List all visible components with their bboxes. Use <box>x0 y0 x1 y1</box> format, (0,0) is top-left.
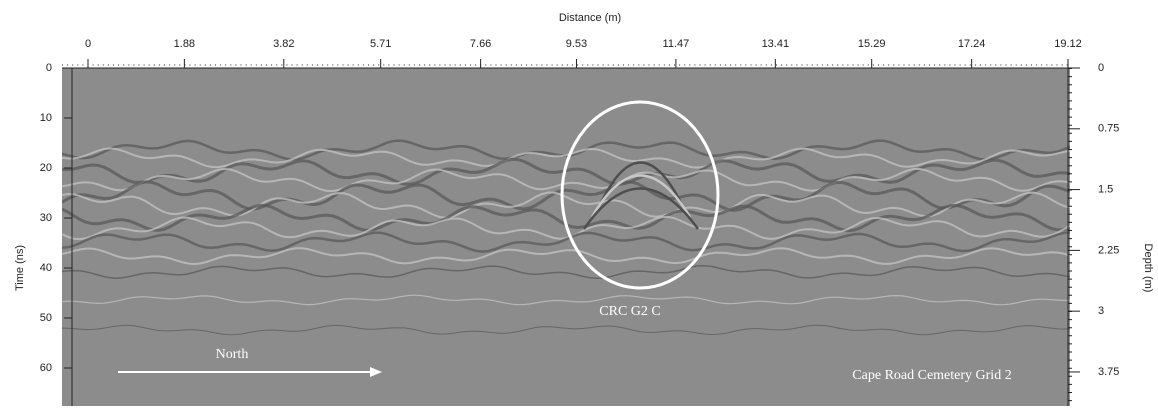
y-tick-label: 30 <box>40 212 52 224</box>
x-tick-label: 7.66 <box>470 38 491 50</box>
x-tick-label: 1.88 <box>174 38 195 50</box>
target-label: CRC G2 C <box>599 304 660 319</box>
reflection-band <box>62 147 1070 169</box>
x-tick-label: 17.24 <box>958 38 986 50</box>
y2-tick-label: 0.75 <box>1098 123 1119 135</box>
x-tick-label: 5.71 <box>370 38 391 50</box>
x-tick-label: 3.82 <box>273 38 294 50</box>
y2-tick-label: 2.25 <box>1098 244 1119 256</box>
arrow-head <box>370 367 382 377</box>
y-tick-label: 10 <box>40 112 52 124</box>
hyperbola <box>590 174 692 218</box>
reflection-band <box>62 180 1070 212</box>
hyperbola <box>598 161 684 206</box>
reflection-band <box>62 167 1070 193</box>
site-label: Cape Road Cemetery Grid 2 <box>852 368 1011 383</box>
x-tick-label: 15.29 <box>858 38 886 50</box>
y2-tick-label: 3 <box>1098 305 1104 317</box>
y-tick-label: 60 <box>40 362 52 374</box>
radargram-background <box>62 68 1070 406</box>
reflection-band <box>62 191 1070 219</box>
y2-axis-title: Depth (m) <box>1142 244 1154 293</box>
y2-tick-label: 1.5 <box>1098 183 1113 195</box>
y-tick-label: 20 <box>40 162 52 174</box>
hyperbola <box>582 187 700 230</box>
reflection-band <box>62 231 1070 253</box>
y-axis-title: Time (ns) <box>14 245 26 291</box>
reflection-band <box>62 294 1070 306</box>
y-tick-label: 0 <box>46 62 52 74</box>
reflection-band <box>62 264 1070 280</box>
target-ellipse <box>560 100 720 290</box>
x-tick-label: 9.53 <box>566 38 587 50</box>
x-tick-label: 11.47 <box>663 38 690 50</box>
direction-label: North <box>216 347 249 362</box>
reflection-band <box>62 324 1070 336</box>
x-tick-label: 19.12 <box>1054 38 1082 50</box>
x-tick-label: 0 <box>85 38 91 50</box>
y2-tick-label: 0 <box>1098 62 1104 74</box>
reflection-band <box>62 247 1070 266</box>
y2-tick-label: 3.75 <box>1098 366 1119 378</box>
y-tick-label: 50 <box>40 312 52 324</box>
radargram-texture <box>62 139 1070 336</box>
x-axis-title: Distance (m) <box>559 12 621 24</box>
y-tick-label: 40 <box>40 262 52 274</box>
x-tick-label: 13.41 <box>762 38 790 50</box>
